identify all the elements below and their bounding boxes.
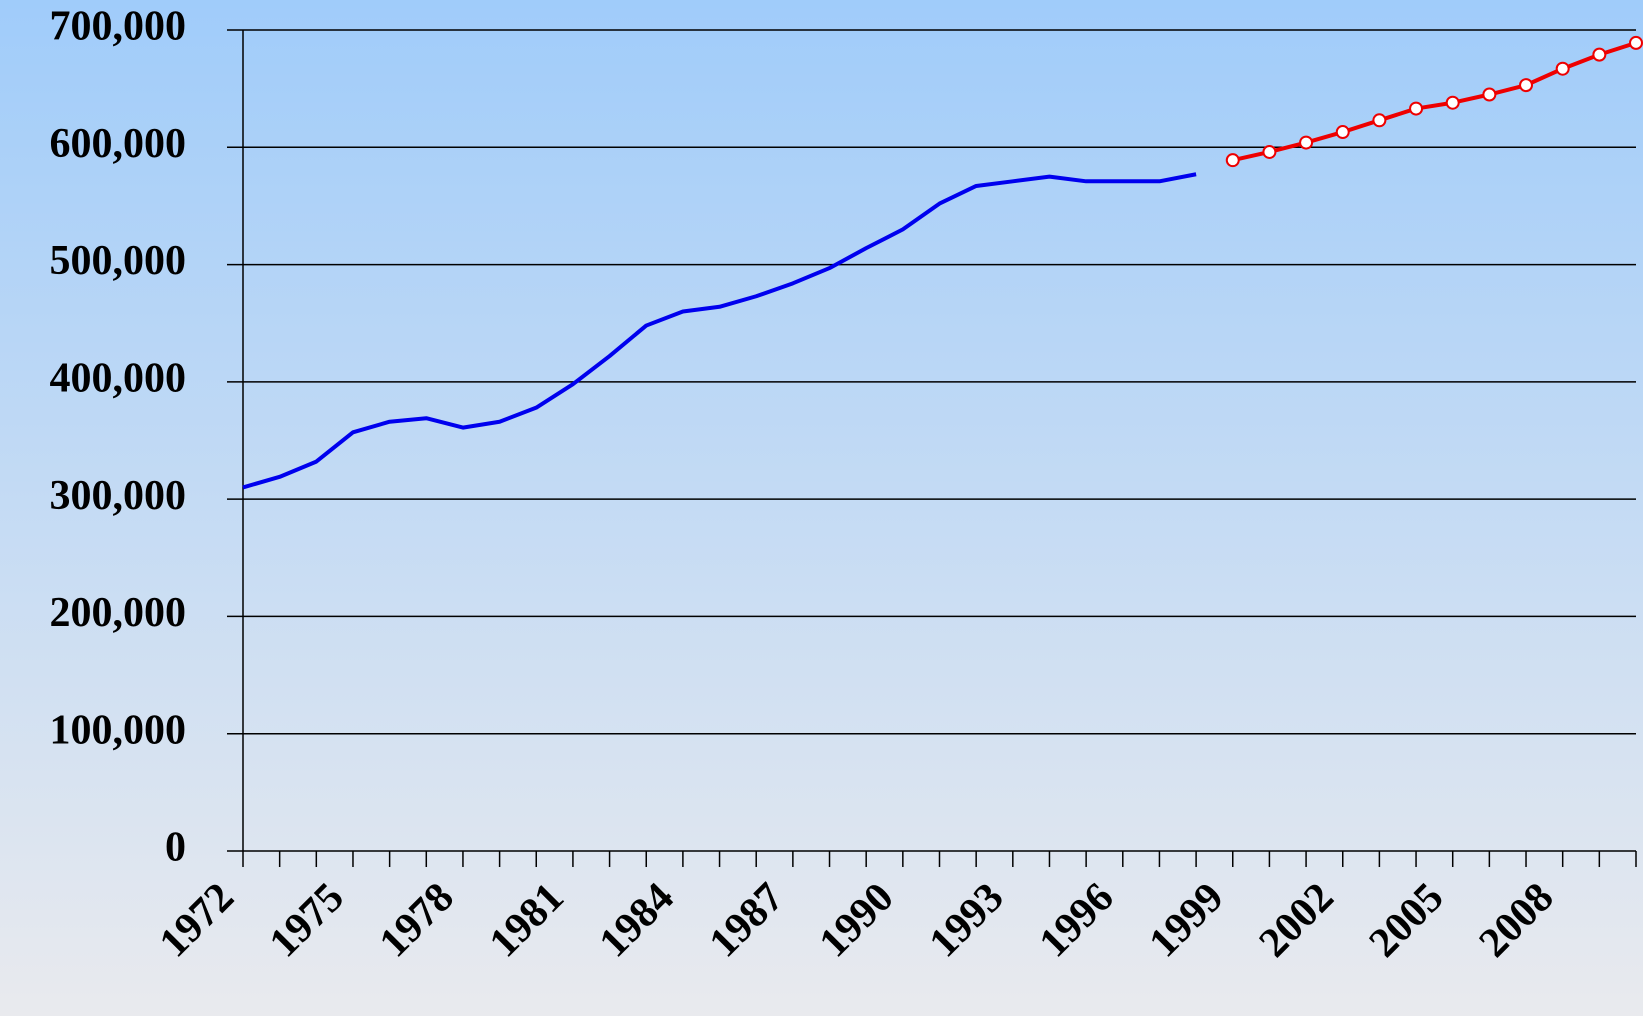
marker xyxy=(1629,35,1643,50)
y-tick-label: 400,000 xyxy=(50,355,187,401)
y-tick-label: 600,000 xyxy=(50,121,187,167)
marker xyxy=(1225,153,1240,168)
y-tick-label: 0 xyxy=(165,825,186,871)
marker xyxy=(1299,135,1314,150)
marker xyxy=(1555,61,1570,76)
marker xyxy=(1262,144,1277,159)
marker xyxy=(1592,47,1607,62)
marker xyxy=(1409,101,1424,116)
y-tick-label: 100,000 xyxy=(50,707,187,753)
y-tick-label: 700,000 xyxy=(50,4,187,50)
marker xyxy=(1482,87,1497,102)
marker xyxy=(1372,113,1387,128)
marker xyxy=(1519,78,1534,93)
y-tick-label: 500,000 xyxy=(50,238,187,284)
line xyxy=(242,172,1197,490)
y-tick-label: 300,000 xyxy=(50,473,187,519)
y-tick-label: 200,000 xyxy=(50,590,187,636)
marker xyxy=(1335,125,1350,140)
marker xyxy=(1445,95,1460,110)
